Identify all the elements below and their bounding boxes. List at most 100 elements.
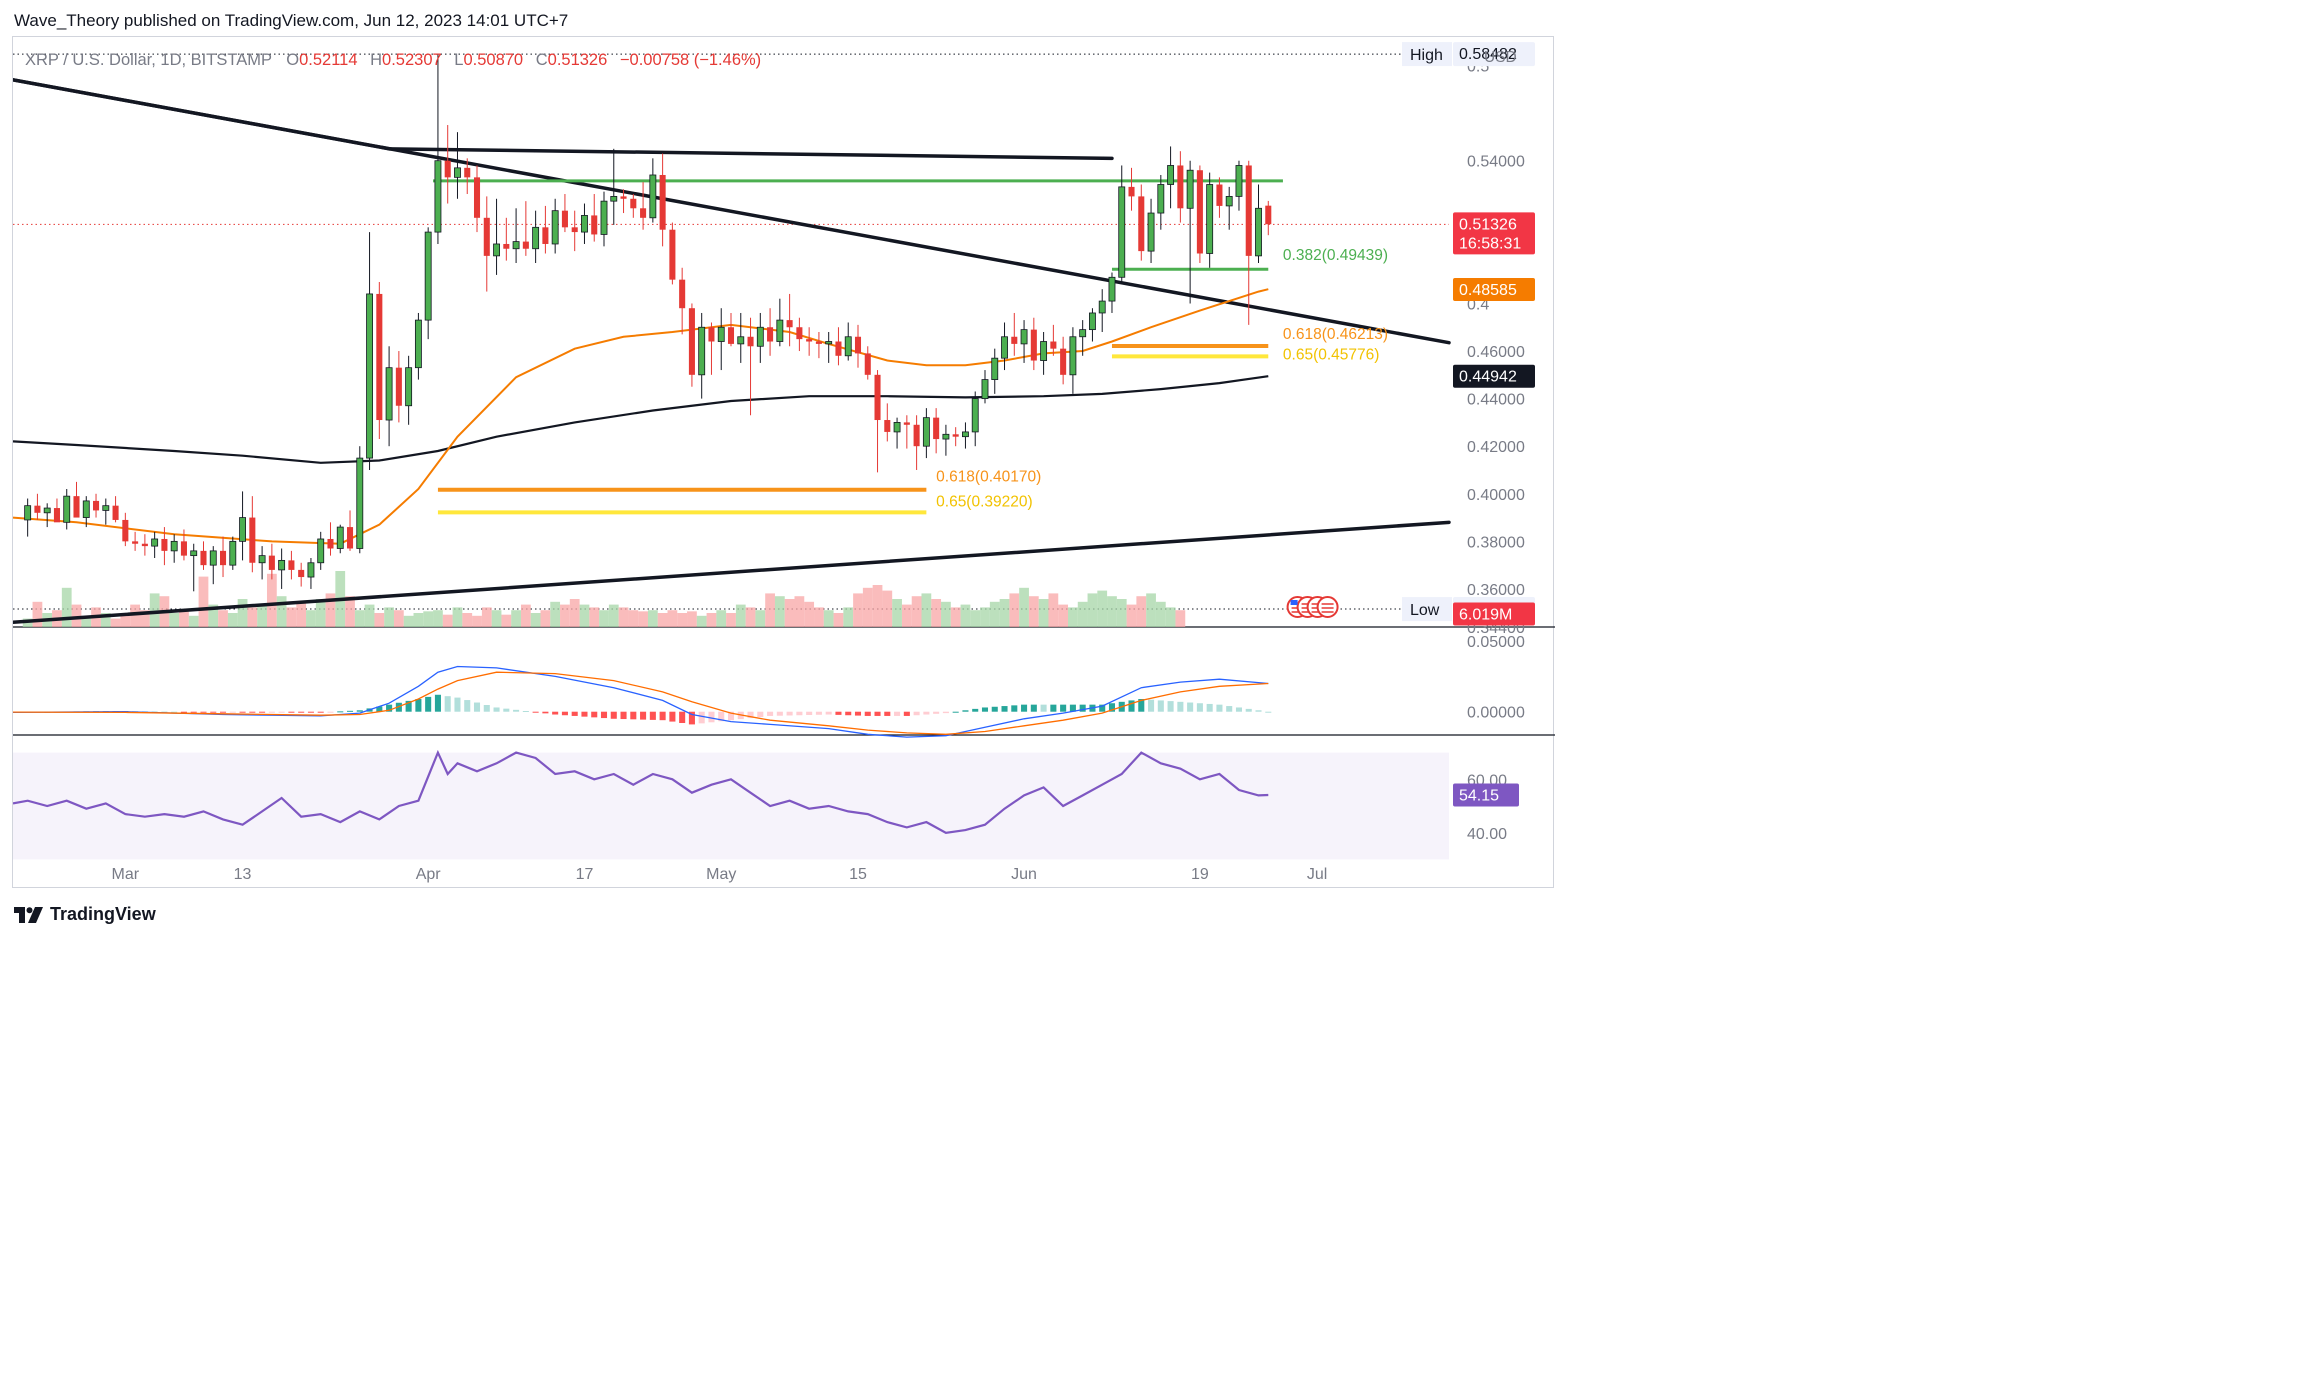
macd-histogram-bar xyxy=(981,707,989,712)
candle-up xyxy=(1186,160,1194,304)
candle-down xyxy=(503,217,510,261)
candle-up xyxy=(737,312,745,363)
volume-bar xyxy=(364,604,375,627)
macd-histogram-bar xyxy=(346,710,354,712)
candle-body xyxy=(434,160,442,233)
volume-bar xyxy=(960,604,971,627)
candle-body xyxy=(1050,341,1057,349)
time-tick-label: 17 xyxy=(576,866,594,883)
candle-body xyxy=(346,527,354,549)
candle-body xyxy=(258,555,266,564)
fib-level-label: 0.65(0.39220) xyxy=(936,493,1033,510)
volume-bar xyxy=(472,615,482,627)
volume-bar xyxy=(257,604,267,627)
macd-histogram-bar xyxy=(815,711,822,715)
candle-down xyxy=(395,351,402,423)
macd-histogram-bar xyxy=(1157,700,1164,712)
macd-histogram-bar xyxy=(1226,706,1233,712)
candle-down xyxy=(1265,200,1272,236)
macd-histogram-bar xyxy=(337,711,344,713)
candle-down xyxy=(1030,317,1037,371)
candle-body xyxy=(698,326,706,376)
candle-body xyxy=(649,174,657,219)
volume-bar xyxy=(950,607,961,627)
high-price-badge-text: 0.58482 xyxy=(1459,46,1517,63)
candle-down xyxy=(884,403,891,442)
candle-body xyxy=(161,538,168,551)
candle-body xyxy=(903,422,910,425)
macd-histogram-bar xyxy=(1099,704,1106,712)
macd-histogram-bar xyxy=(464,700,471,712)
high-price-badge-bg xyxy=(1453,42,1535,67)
candle-body xyxy=(981,379,989,400)
candle-up xyxy=(551,198,559,254)
candle-up xyxy=(1079,320,1087,356)
volume-bar xyxy=(354,610,365,627)
time-tick-label: Mar xyxy=(112,866,140,883)
candle-up xyxy=(405,355,413,425)
candle-down xyxy=(835,327,842,366)
candle-body xyxy=(151,538,159,547)
candle-up xyxy=(493,198,500,275)
candle-down xyxy=(854,324,862,368)
macd-histogram-bar xyxy=(854,711,862,716)
candle-body xyxy=(503,243,510,249)
candle-down xyxy=(913,415,920,470)
macd-histogram-bar xyxy=(962,710,969,712)
volume-bar xyxy=(315,599,326,627)
candle-body xyxy=(717,326,725,342)
volume-bar xyxy=(579,604,590,627)
macd-histogram-bar xyxy=(942,711,949,714)
macd-histogram-bar xyxy=(259,711,266,713)
volume-bar xyxy=(745,607,756,627)
volume-bar xyxy=(452,607,463,627)
candle-down xyxy=(786,293,793,347)
macd-histogram-bar xyxy=(239,711,246,713)
candle-down xyxy=(34,493,41,520)
volume-bar xyxy=(696,615,707,627)
candle-down xyxy=(53,498,60,523)
candle-down xyxy=(708,322,715,375)
candle-down xyxy=(1011,312,1018,356)
macd-histogram-bar xyxy=(708,711,715,723)
macd-histogram-bar xyxy=(1177,701,1184,712)
macd-histogram-bar xyxy=(1079,704,1086,712)
volume-bar xyxy=(911,596,922,627)
candle-down xyxy=(591,194,598,242)
tradingview-footer[interactable]: TradingView xyxy=(14,904,156,925)
candle-body xyxy=(776,319,784,342)
macd-histogram-bar xyxy=(991,706,998,712)
candle-body xyxy=(1060,348,1067,375)
candle-body xyxy=(483,217,490,256)
legend-c-label: C xyxy=(536,51,548,69)
volume-bar xyxy=(100,613,111,627)
candle-down xyxy=(522,201,529,256)
candle-down xyxy=(1060,336,1067,385)
chart-frame[interactable]: 0.382(0.49439) 0.618(0.46213) 0.65(0.45776… xyxy=(12,36,1555,889)
candle-up xyxy=(190,543,198,592)
volume-bar xyxy=(81,615,92,627)
volume-bar xyxy=(647,610,658,627)
macd-histogram-bar xyxy=(874,711,881,716)
volume-bar xyxy=(687,611,697,627)
candle-body xyxy=(512,241,520,250)
candle-body xyxy=(806,339,813,342)
candle-down xyxy=(219,536,227,578)
candle-up xyxy=(1167,146,1175,209)
candle-body xyxy=(1030,329,1037,361)
volume-bar xyxy=(1165,607,1176,627)
candle-down xyxy=(1128,167,1135,211)
macd-histogram-bar xyxy=(669,711,676,722)
candle-body xyxy=(854,336,862,354)
chart-svg[interactable]: 0.382(0.49439) 0.618(0.46213) 0.65(0.45776… xyxy=(13,37,1555,889)
macd-histogram-bar xyxy=(620,711,627,720)
candle-down xyxy=(141,534,148,556)
macd-histogram-bar xyxy=(972,708,979,712)
candle-down xyxy=(640,182,647,230)
volume-bar xyxy=(325,593,336,627)
macd-line xyxy=(13,665,1269,738)
candle-body xyxy=(844,336,852,357)
volume-bar xyxy=(1116,599,1127,627)
macd-histogram-bar xyxy=(415,699,422,712)
candle-up xyxy=(1255,184,1262,264)
